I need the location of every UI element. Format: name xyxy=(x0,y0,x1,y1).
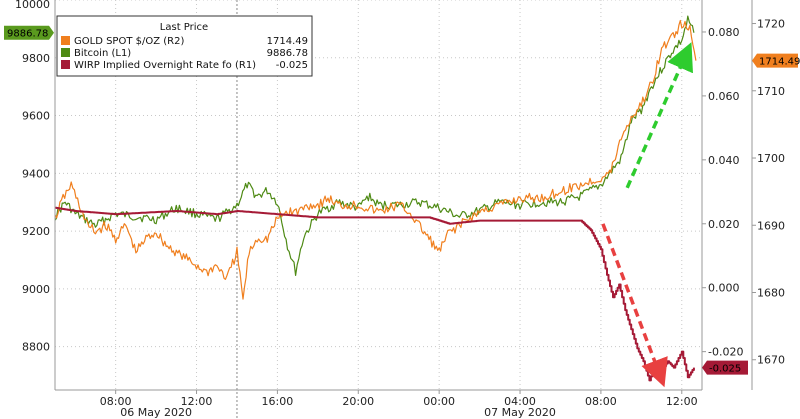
date-labels: 06 May 2020 07 May 2020 xyxy=(120,406,556,419)
y-right2-tick-label-5: 1720 xyxy=(757,18,785,31)
legend-swatch-1 xyxy=(61,48,70,57)
y-right1-tick-label-3: 0.040 xyxy=(708,154,740,167)
y-left-tick-label-6: 10000 xyxy=(15,0,50,11)
legend-label-2: WIRP Implied Overnight Rate fo (R1) xyxy=(74,60,256,71)
y-left-tick-label-4: 9600 xyxy=(22,110,50,123)
gold-current-badge-text: 1714.49 xyxy=(759,57,800,68)
bitcoin-current-badge: 9886.78 xyxy=(4,25,54,40)
y-right2-tick-label-1: 1680 xyxy=(757,287,785,300)
legend-box xyxy=(56,15,313,77)
x-tick-label-5: 04:00 xyxy=(504,395,536,408)
series-line-0 xyxy=(55,15,695,276)
x-tick-label-6: 08:00 xyxy=(585,395,617,408)
wirp-current-badge: -0.025 xyxy=(702,360,748,375)
legend-value-0: 1714.49 xyxy=(267,36,308,47)
legend-title: Last Price xyxy=(160,22,208,33)
trend-arrow-1 xyxy=(601,223,668,388)
legend-label-1: Bitcoin (L1) xyxy=(74,48,131,59)
y-right1-tick-label-5: 0.080 xyxy=(708,26,740,39)
x-tick-label-7: 12:00 xyxy=(666,395,698,408)
legend-swatch-0 xyxy=(61,36,70,45)
y-left-tick-label-0: 8800 xyxy=(22,341,50,354)
legend-swatch-2 xyxy=(61,60,70,69)
legend-value-1: 9886.78 xyxy=(267,48,308,59)
y-right2-tick-label-2: 1690 xyxy=(757,219,785,232)
y-left-tick-label-3: 9400 xyxy=(22,167,50,180)
y-right1-tick-label-2: 0.020 xyxy=(708,218,740,231)
x-tick-label-2: 16:00 xyxy=(262,395,294,408)
y-left-tick-label-1: 9000 xyxy=(22,283,50,296)
legend-value-2: -0.025 xyxy=(276,60,308,71)
date-label-0: 06 May 2020 xyxy=(120,406,192,419)
bitcoin-current-badge-text: 9886.78 xyxy=(7,29,48,40)
trend-arrows xyxy=(601,42,693,388)
date-label-1: 07 May 2020 xyxy=(484,406,556,419)
y-right2-tick-label-0: 1670 xyxy=(757,354,785,367)
x-tick-label-0: 08:00 xyxy=(100,395,132,408)
y-left-tick-label-2: 9200 xyxy=(22,225,50,238)
y-right1-ticks: -0.020 0.000 0.020 0.040 0.060 0.080 xyxy=(702,26,743,359)
series-line-1 xyxy=(55,19,697,300)
wirp-current-badge-text: -0.025 xyxy=(709,364,741,375)
y-right1-tick-label-4: 0.060 xyxy=(708,90,740,103)
y-left-tick-label-5: 9800 xyxy=(22,52,50,65)
y-right2-tick-label-4: 1710 xyxy=(757,85,785,98)
y-right1-tick-label-1: 0.000 xyxy=(708,282,740,295)
gold-current-badge: 1714.49 xyxy=(752,53,800,68)
series-line-2 xyxy=(55,206,695,382)
x-ticks: 08:00 12:00 16:00 20:00 00:00 04:00 08:00 12:00 xyxy=(100,390,698,408)
y-right2-ticks: 1670 1680 1690 1700 1710 1720 xyxy=(752,18,785,367)
legend-label-0: GOLD SPOT $/OZ (R2) xyxy=(74,36,184,47)
x-tick-label-4: 00:00 xyxy=(423,395,455,408)
y-right2-tick-label-3: 1700 xyxy=(757,152,785,165)
y-right1-tick-label-0: -0.020 xyxy=(708,346,743,359)
series-lines xyxy=(55,15,697,382)
x-tick-label-3: 20:00 xyxy=(342,395,374,408)
y-left-ticks: 8800 9000 9200 9400 9600 9800 10000 xyxy=(15,0,50,354)
trend-arrow-0 xyxy=(625,42,693,189)
x-tick-label-1: 12:00 xyxy=(181,395,213,408)
legend: Last Price GOLD SPOT $/OZ (R2) 1714.49 Bit… xyxy=(56,15,313,77)
